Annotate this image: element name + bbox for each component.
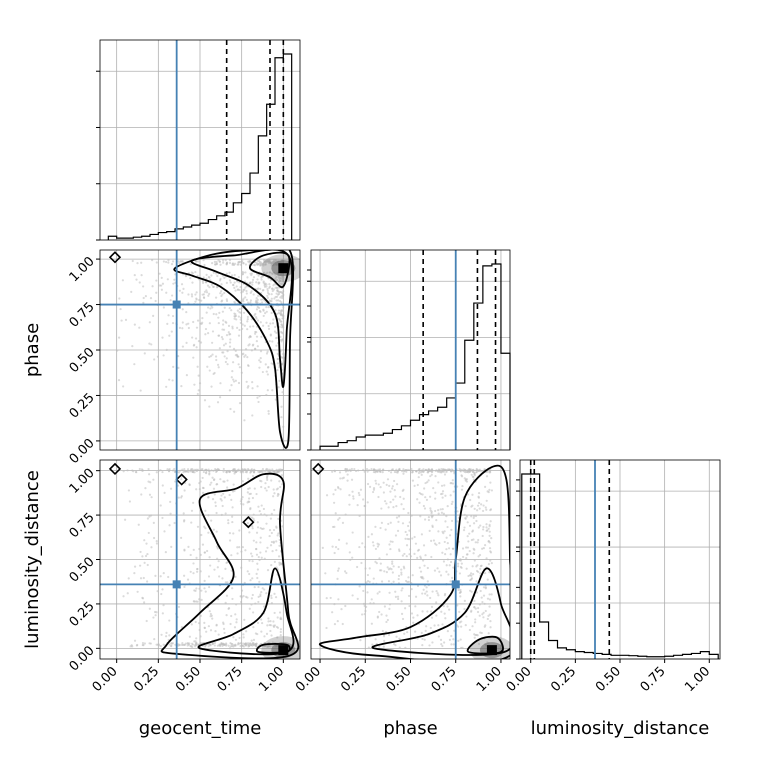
y-axis-label: phase	[22, 323, 43, 377]
y-axis-label: luminosity_distance	[22, 470, 43, 649]
x-tick-label: 0.50	[593, 664, 624, 695]
truth-marker	[172, 580, 181, 589]
x-tick-label: 0.75	[638, 664, 669, 695]
x-axis-label: luminosity_distance	[531, 718, 710, 739]
truth-marker	[172, 300, 181, 309]
x-tick-label: 0.00	[293, 664, 324, 695]
x-tick-label: 0.25	[131, 664, 162, 695]
x-tick-label: 1.00	[256, 664, 287, 695]
contour-level-1	[160, 472, 300, 659]
panel-phase-vs-luminosity_distance	[310, 459, 511, 660]
x-tick-label: 0.25	[548, 664, 579, 695]
x-tick-label: 0.00	[504, 664, 535, 695]
x-tick-label: 1.00	[474, 664, 505, 695]
y-tick-label: 0.50	[67, 345, 98, 376]
x-axis-label: phase	[383, 718, 437, 739]
contour-island	[108, 462, 122, 476]
y-tick-label: 0.25	[67, 391, 98, 422]
histogram-step	[107, 53, 293, 240]
histogram-phase	[307, 249, 511, 451]
y-tick-label: 0.50	[67, 555, 98, 586]
x-tick-label: 1.00	[682, 664, 713, 695]
x-tick-label: 0.50	[173, 664, 204, 695]
y-tick-label: 0.25	[67, 599, 98, 630]
density-peak	[278, 263, 289, 274]
panel-content	[311, 460, 510, 659]
y-tick-label: 1.00	[67, 254, 98, 285]
y-tick-label: 0.00	[67, 643, 98, 674]
panel-content	[100, 460, 300, 659]
y-tick-label: 0.00	[67, 436, 98, 467]
contour-island	[175, 473, 188, 486]
x-tick-label: 0.25	[338, 664, 369, 695]
histogram-geocent_time	[96, 39, 301, 241]
panel-frame	[310, 249, 511, 451]
x-tick-label: 0.00	[90, 664, 121, 695]
x-axis-label: geocent_time	[139, 718, 262, 739]
scatter-points	[122, 467, 285, 650]
contour-island	[312, 462, 325, 476]
histogram-luminosity_distance	[516, 459, 721, 660]
truth-marker	[451, 580, 460, 589]
y-tick-label: 0.75	[67, 510, 98, 541]
contour-island	[108, 251, 122, 264]
density-peak	[486, 645, 497, 656]
panel-content	[100, 250, 300, 450]
x-tick-label: 0.75	[215, 664, 246, 695]
contour-island	[242, 516, 255, 529]
y-tick-label: 1.00	[67, 466, 98, 497]
panel-frame	[99, 39, 301, 241]
x-tick-label: 0.75	[429, 664, 460, 695]
histogram-step	[319, 263, 511, 450]
contour-level-3	[249, 251, 291, 289]
density-peak	[278, 645, 289, 656]
contour-level-3	[255, 642, 291, 654]
x-tick-label: 0.50	[383, 664, 414, 695]
panel-geocent_time-vs-luminosity_distance	[99, 459, 301, 660]
contour-level-1	[319, 464, 510, 659]
contour-level-3	[466, 635, 504, 655]
panel-geocent_time-vs-phase	[99, 249, 301, 451]
scatter-points	[321, 467, 494, 649]
histogram-step	[521, 473, 719, 659]
y-tick-label: 0.75	[67, 300, 98, 331]
